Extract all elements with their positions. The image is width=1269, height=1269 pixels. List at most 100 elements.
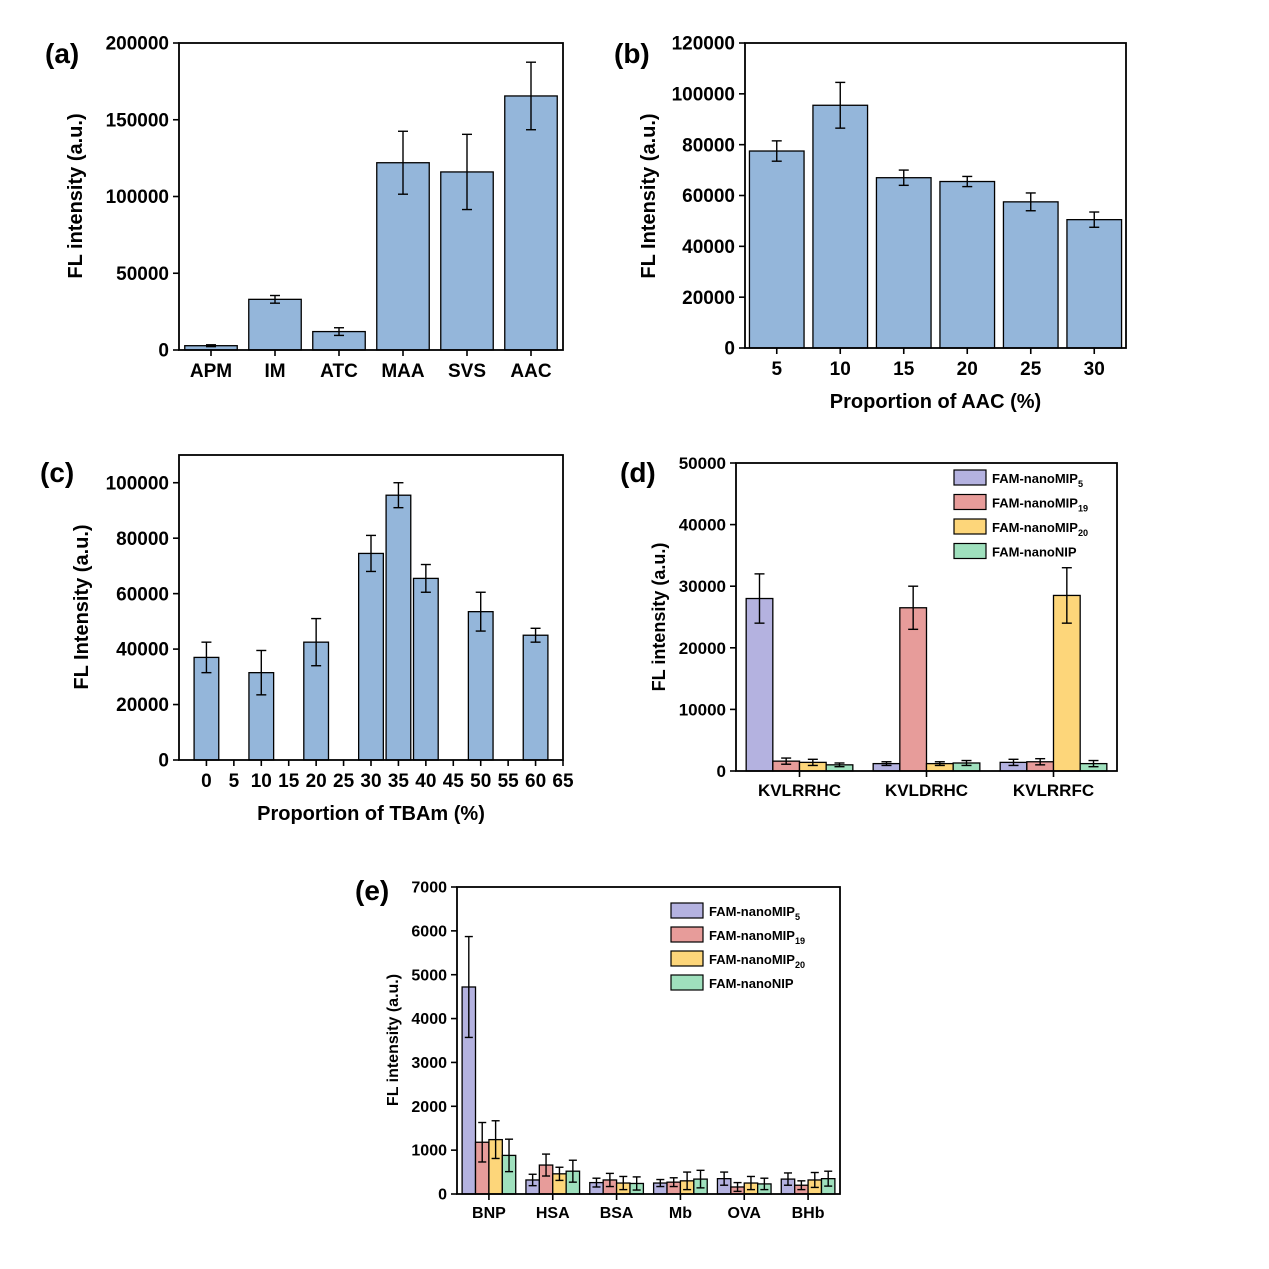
error-bar	[632, 1176, 641, 1191]
legend-item: FAM-nanoMIP5	[953, 469, 1083, 489]
error-bar	[781, 757, 792, 765]
x-tick-label: 50	[470, 771, 491, 792]
error-bar	[824, 1170, 833, 1187]
legend-subscript: 19	[1078, 504, 1088, 514]
legend-item: FAM-nanoMIP5	[670, 902, 800, 922]
x-axis-label: Proportion of AAC (%)	[830, 391, 1041, 413]
bar	[748, 150, 805, 349]
error-bars	[754, 567, 1099, 768]
y-tick-label: 0	[724, 339, 735, 360]
error-bar	[1061, 567, 1072, 624]
error-bar	[555, 1166, 564, 1182]
error-bar	[530, 627, 541, 643]
error-bar	[526, 61, 536, 131]
axes-frame	[178, 42, 564, 351]
x-tick-label: 20	[306, 771, 327, 792]
y-axis-label: FL Intensity (a.u.)	[71, 524, 93, 689]
bar	[1066, 218, 1123, 349]
axes-frame	[744, 42, 1127, 349]
error-bars	[464, 935, 833, 1193]
bar	[193, 656, 220, 761]
x-tick-label: BSA	[600, 1205, 634, 1222]
bars	[748, 104, 1123, 349]
x-tick-label: 10	[830, 359, 851, 380]
x-tick-label: 25	[1020, 359, 1042, 380]
x-tick-label: 30	[1084, 359, 1105, 380]
y-tick-label: 60000	[116, 584, 169, 605]
error-bars	[771, 81, 1100, 228]
panel-d: (d) 0 10000 20000 30000 40000 50000 FL intensit…	[620, 454, 1118, 800]
bar	[939, 180, 996, 349]
legend-swatch	[953, 493, 987, 511]
x-tick-label: OVA	[728, 1205, 762, 1222]
error-bar	[760, 1177, 769, 1191]
y-tick-label: 0	[158, 341, 169, 362]
y-axis-label: FL intensity (a.u.)	[649, 543, 669, 692]
bar	[358, 552, 384, 761]
x-tick-label: AAC	[510, 361, 551, 382]
legend-label: FAM-nanoMIP20	[992, 520, 1088, 538]
y-tick-label: 40000	[682, 237, 735, 258]
error-bar	[366, 534, 376, 573]
y-tick-label: 10000	[679, 700, 726, 719]
x-tick-label: 10	[251, 771, 272, 792]
panel-c: (c) 0 20000 40000 60000 80000 100000 FL Intensi…	[40, 454, 574, 825]
bars	[461, 986, 836, 1195]
x-tick-label: IM	[264, 361, 285, 382]
error-bars	[201, 482, 541, 696]
error-bar	[696, 1169, 705, 1189]
legend-swatch	[670, 902, 704, 919]
error-bar	[334, 327, 344, 337]
y-tick-label: 6000	[411, 923, 447, 940]
legend-subscript: 5	[1078, 479, 1083, 489]
error-bar	[505, 1138, 514, 1173]
y-tick-label: 20000	[679, 639, 726, 658]
error-bar	[206, 344, 216, 348]
error-bar	[542, 1153, 551, 1177]
legend-subscript: 19	[795, 936, 805, 946]
axes-frame	[178, 454, 564, 761]
error-bar	[669, 1177, 678, 1188]
y-tick-label: 50000	[116, 264, 169, 285]
axes-frame	[456, 886, 841, 1195]
error-bar	[311, 617, 322, 667]
error-bar	[201, 641, 212, 674]
y-tick-label: 3000	[411, 1055, 447, 1072]
error-bar	[656, 1178, 665, 1188]
y-tick-label: 1000	[411, 1143, 447, 1160]
y-tick-label: 80000	[116, 529, 169, 550]
y-tick-label: 100000	[106, 187, 169, 208]
y-tick-label: 150000	[106, 110, 169, 131]
y-tick-label: 100000	[106, 473, 169, 494]
legend-swatch	[670, 926, 704, 943]
x-tick-label: 35	[388, 771, 410, 792]
legend-subscript: 20	[1078, 528, 1088, 538]
x-tick-label: KVLDRHC	[885, 781, 968, 800]
x-tick-label: BHb	[792, 1205, 825, 1222]
legend-item: FAM-nanoMIP20	[953, 518, 1088, 538]
panel-e: (e) 0 1000 2000 3000 4000 5000 6000 7000 FL inten…	[355, 875, 841, 1222]
panel-a: (a) 0 50000 100000 150000 200000 FL intensity …	[45, 34, 564, 382]
y-tick-label: 2000	[411, 1099, 447, 1116]
x-tick-label: 60	[525, 771, 546, 792]
error-bar	[568, 1159, 577, 1183]
x-tick-label: Mb	[669, 1205, 692, 1222]
y-tick-label: 120000	[672, 34, 735, 55]
legend-swatch	[670, 974, 704, 991]
error-bar	[683, 1171, 692, 1191]
x-tick-label: 65	[552, 771, 574, 792]
bar	[467, 611, 494, 761]
error-bar	[962, 175, 973, 188]
legend: FAM-nanoMIP5 FAM-nanoMIP19 FAM-nanoMIP20 FA…	[670, 902, 805, 991]
bar	[875, 177, 932, 349]
legend-label: FAM-nanoMIP5	[709, 904, 800, 922]
error-bar	[398, 130, 408, 195]
legend-label: FAM-nanoNIP	[709, 976, 794, 991]
legend-item: FAM-nanoMIP20	[670, 950, 805, 970]
x-tick-label: APM	[190, 361, 232, 382]
bar	[504, 95, 558, 351]
error-bar	[834, 762, 845, 768]
error-bar	[605, 1172, 614, 1188]
legend-subscript: 5	[795, 912, 800, 922]
